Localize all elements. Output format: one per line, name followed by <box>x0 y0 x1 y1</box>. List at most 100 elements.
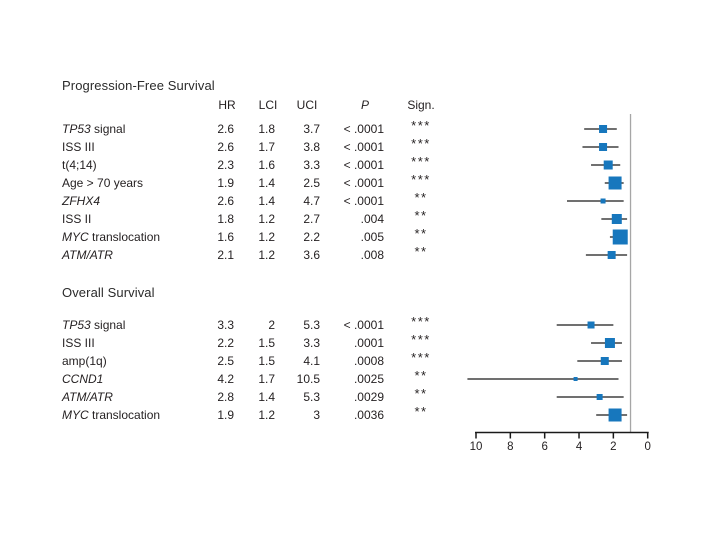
hr-value: 4.2 <box>217 372 234 386</box>
uci-value: 3.3 <box>303 158 320 172</box>
label-text: translocation <box>88 230 161 244</box>
lci-value: 1.2 <box>258 212 275 226</box>
significance-stars: ** <box>414 208 428 223</box>
p-value: < .0001 <box>343 194 384 208</box>
significance-stars: ** <box>414 386 428 401</box>
hr-value: 1.9 <box>217 408 234 422</box>
hazard-ratio-marker <box>599 125 608 133</box>
hr-value: 2.6 <box>217 140 234 154</box>
lci-value: 1.4 <box>258 194 275 208</box>
p-value: .0008 <box>353 354 384 368</box>
x-axis-tick-label: 6 <box>541 441 547 453</box>
hr-value: 2.3 <box>217 158 234 172</box>
gene-name: MYC <box>62 408 89 422</box>
p-value: < .0001 <box>343 158 384 172</box>
hr-value: 1.9 <box>217 176 234 190</box>
uci-value: 3.7 <box>303 122 320 136</box>
significance-stars: *** <box>411 154 431 169</box>
lci-value: 1.7 <box>258 372 275 386</box>
column-header-uci: UCI <box>296 98 318 112</box>
hazard-ratio-marker <box>612 229 628 245</box>
column-header-lci: LCI <box>258 98 278 112</box>
label-text: ISS III <box>62 336 95 350</box>
row-label: CCND1 <box>62 371 103 387</box>
uci-value: 5.3 <box>303 318 320 332</box>
hazard-ratio-marker <box>607 251 616 259</box>
row-label: MYC translocation <box>62 407 160 423</box>
uci-value: 4.7 <box>303 194 320 208</box>
gene-name: TP53 <box>62 122 91 136</box>
hr-value: 2.6 <box>217 122 234 136</box>
uci-value: 2.2 <box>303 230 320 244</box>
significance-stars: *** <box>411 332 431 347</box>
lci-value: 1.2 <box>258 230 275 244</box>
label-text: translocation <box>88 408 161 422</box>
significance-stars: *** <box>411 118 431 133</box>
row-label: TP53 signal <box>62 121 125 137</box>
uci-value: 3 <box>313 408 320 422</box>
hazard-ratio-marker <box>599 143 608 151</box>
row-label: ISS III <box>62 139 95 155</box>
row-label: t(4;14) <box>62 157 97 173</box>
lci-value: 1.2 <box>258 408 275 422</box>
p-value: .005 <box>360 230 384 244</box>
column-header-hr: HR <box>218 98 236 112</box>
gene-name: CCND1 <box>62 372 104 386</box>
x-axis-tick-label: 0 <box>644 441 650 453</box>
uci-value: 4.1 <box>303 354 320 368</box>
row-label: amp(1q) <box>62 353 107 369</box>
lci-value: 1.2 <box>258 248 275 262</box>
column-header-p: P <box>360 98 370 112</box>
hazard-ratio-marker <box>603 160 613 170</box>
label-text: signal <box>90 122 126 136</box>
p-value: < .0001 <box>343 176 384 190</box>
gene-name: TP53 <box>62 318 91 332</box>
row-label: ISS II <box>62 211 91 227</box>
p-value: .008 <box>360 248 384 262</box>
significance-stars: ** <box>414 190 428 205</box>
label-text: t(4;14) <box>62 158 97 172</box>
hr-value: 2.5 <box>217 354 234 368</box>
uci-value: 3.8 <box>303 140 320 154</box>
p-value: .004 <box>360 212 384 226</box>
significance-stars: *** <box>411 136 431 151</box>
hazard-ratio-marker <box>600 198 606 204</box>
x-axis-tick-label: 4 <box>576 441 583 453</box>
hr-value: 2.6 <box>217 194 234 208</box>
row-label: ZFHX4 <box>62 193 100 209</box>
hr-value: 1.6 <box>217 230 234 244</box>
label-text: signal <box>90 318 126 332</box>
lci-value: 1.5 <box>258 336 275 350</box>
hazard-ratio-marker <box>608 408 622 422</box>
gene-name: ATM/ATR <box>62 390 113 404</box>
lci-value: 1.4 <box>258 176 275 190</box>
x-axis-tick-label: 10 <box>470 441 483 453</box>
hr-value: 1.8 <box>217 212 234 226</box>
label-text: amp(1q) <box>62 354 107 368</box>
significance-stars: ** <box>414 244 428 259</box>
significance-stars: ** <box>414 368 428 383</box>
significance-stars: ** <box>414 226 428 241</box>
hr-value: 2.2 <box>217 336 234 350</box>
p-value: .0025 <box>353 372 384 386</box>
row-label: ATM/ATR <box>62 389 113 405</box>
section-title-progression-free-survival: Progression-Free Survival <box>62 78 215 93</box>
row-label: TP53 signal <box>62 317 125 333</box>
hr-value: 3.3 <box>217 318 234 332</box>
lci-value: 1.7 <box>258 140 275 154</box>
hazard-ratio-marker <box>604 338 615 348</box>
p-value: < .0001 <box>343 140 384 154</box>
uci-value: 3.3 <box>303 336 320 350</box>
p-value: .0001 <box>353 336 384 350</box>
uci-value: 2.5 <box>303 176 320 190</box>
significance-stars: *** <box>411 350 431 365</box>
column-header-sign: Sign. <box>407 98 435 112</box>
significance-stars: ** <box>414 404 428 419</box>
x-axis-tick-label: 8 <box>507 441 513 453</box>
lci-value: 1.6 <box>258 158 275 172</box>
p-value: < .0001 <box>343 122 384 136</box>
hazard-ratio-marker <box>608 176 622 190</box>
gene-name: ZFHX4 <box>62 194 101 208</box>
